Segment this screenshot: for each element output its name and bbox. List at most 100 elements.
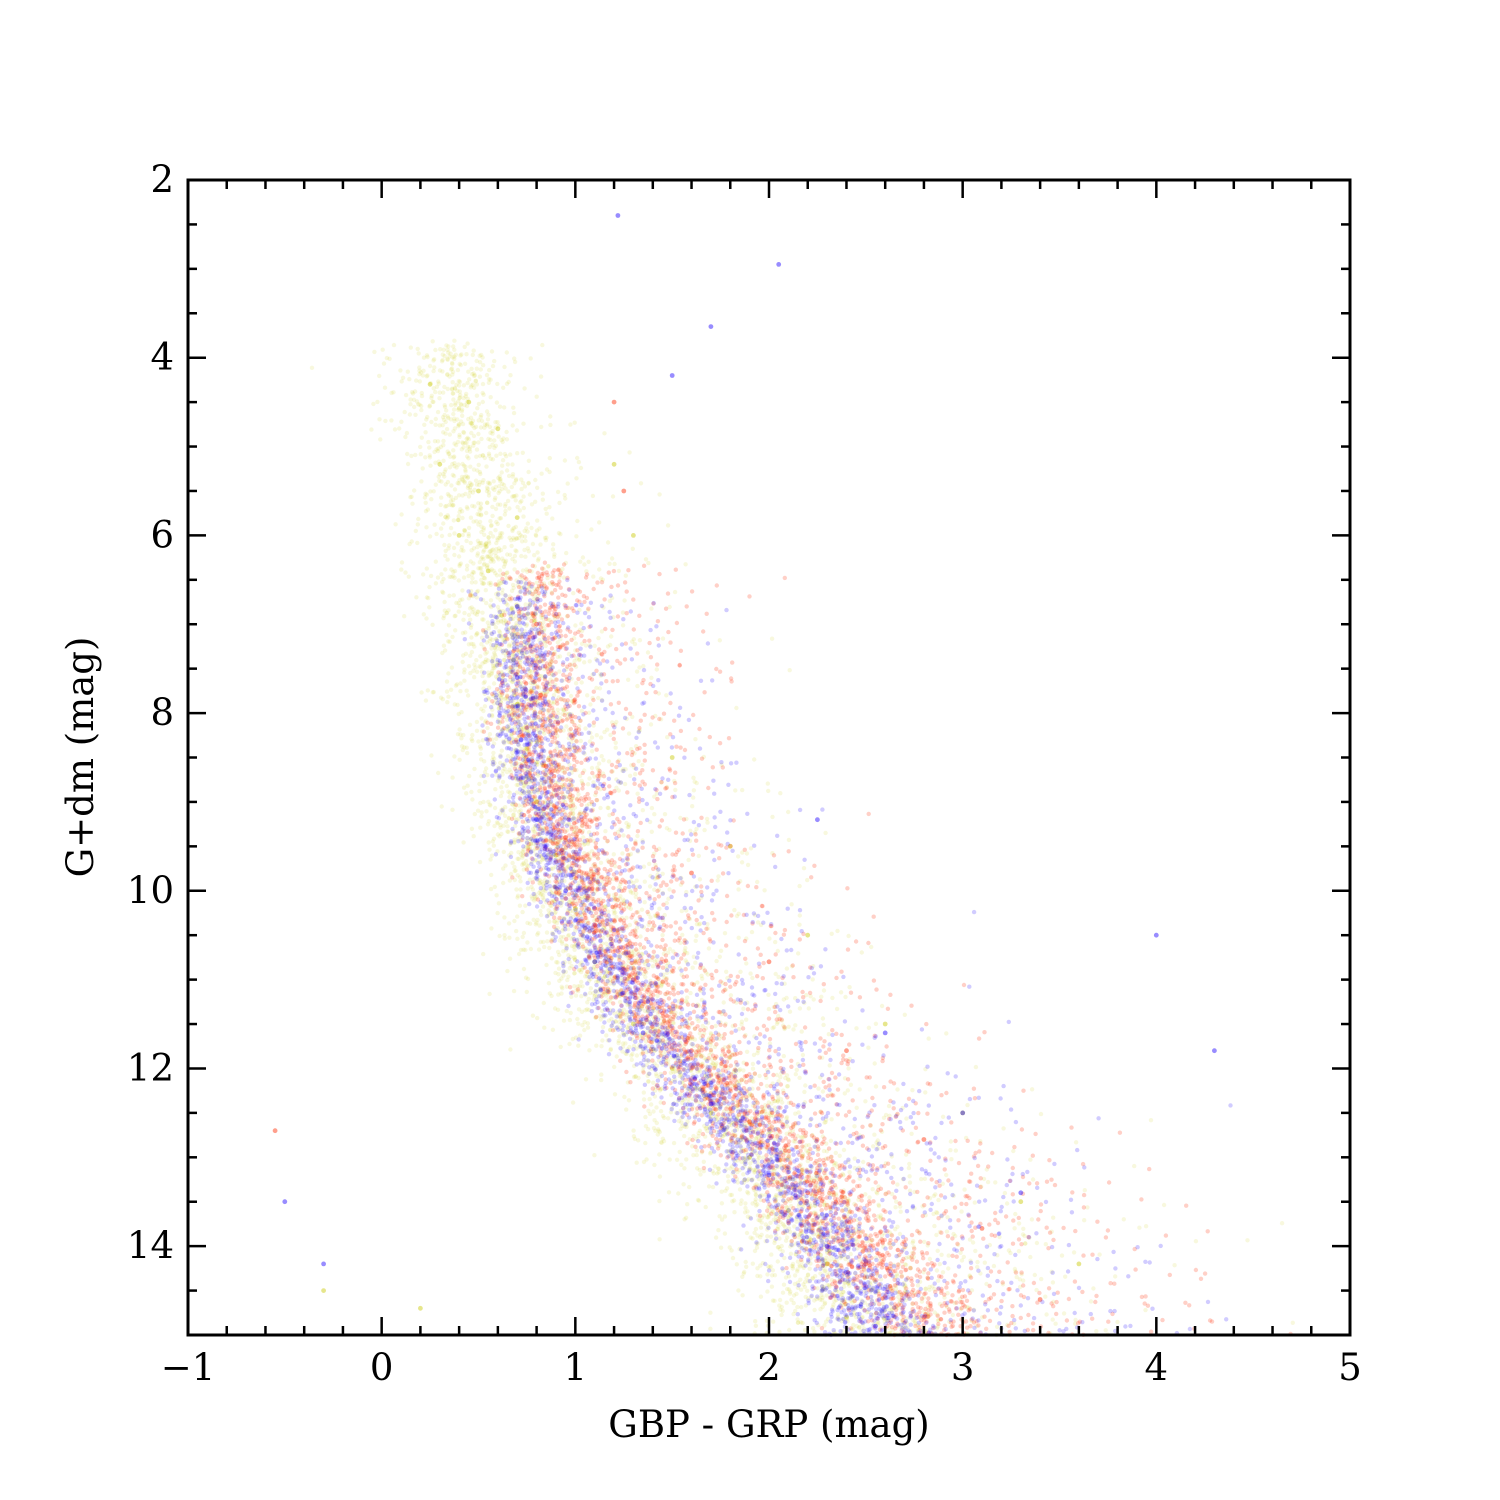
scatter-point — [966, 1305, 971, 1310]
scatter-point — [1290, 1320, 1296, 1326]
scatter-point — [520, 450, 525, 455]
scatter-point — [546, 682, 551, 687]
scatter-point — [460, 440, 465, 445]
scatter-point — [559, 984, 564, 989]
scatter-point — [514, 790, 520, 795]
scatter-point — [826, 1032, 831, 1037]
scatter-point — [427, 363, 433, 369]
scatter-point — [875, 1191, 880, 1196]
scatter-point — [532, 876, 537, 881]
scatter-point — [549, 956, 554, 961]
scatter-point — [433, 422, 438, 427]
scatter-point — [764, 1083, 770, 1089]
scatter-point — [499, 470, 504, 475]
scatter-point — [550, 516, 555, 521]
scatter-point — [443, 514, 448, 520]
scatter-point — [643, 1114, 648, 1120]
scatter-point — [502, 405, 507, 410]
scatter-point — [697, 877, 703, 882]
scatter-point — [407, 377, 412, 382]
scatter-point — [539, 857, 545, 863]
scatter-point — [450, 775, 455, 780]
scatter-point — [437, 423, 442, 428]
scatter-point — [570, 1036, 575, 1042]
scatter-point — [621, 833, 626, 838]
scatter-point — [411, 397, 417, 402]
scatter-point — [510, 423, 515, 428]
scatter-point — [724, 969, 729, 974]
scatter-point — [479, 529, 484, 535]
scatter-point — [573, 623, 578, 628]
scatter-point — [737, 1101, 742, 1106]
scatter-point — [413, 528, 418, 534]
scatter-point — [1002, 1190, 1008, 1196]
scatter-point — [551, 701, 556, 706]
scatter-point — [521, 689, 526, 695]
scatter-point — [620, 851, 625, 856]
scatter-point — [475, 553, 480, 558]
scatter-point — [812, 1298, 817, 1303]
scatter-point — [460, 588, 465, 593]
scatter-point — [616, 788, 621, 793]
scatter-point — [697, 1167, 702, 1173]
scatter-point — [441, 521, 446, 526]
scatter-point — [690, 804, 695, 809]
scatter-point — [475, 588, 481, 594]
scatter-point — [795, 1304, 800, 1310]
scatter-point — [466, 612, 472, 618]
scatter-point — [605, 727, 610, 732]
scatter-point — [1121, 1217, 1127, 1222]
scatter-point — [421, 368, 426, 373]
scatter-point — [504, 468, 510, 473]
scatter-point — [424, 492, 429, 497]
scatter-point — [603, 829, 608, 834]
scatter-point — [844, 1205, 849, 1210]
scatter-point — [573, 862, 578, 867]
scatter-point — [471, 546, 477, 551]
scatter-point — [458, 507, 463, 512]
scatter-point — [608, 1046, 614, 1052]
scatter-point — [1028, 1254, 1033, 1260]
scatter-point — [518, 879, 523, 884]
scatter-point — [932, 1223, 937, 1229]
scatter-point — [507, 767, 512, 772]
scatter-point — [599, 1072, 604, 1077]
scatter-point — [438, 347, 443, 352]
scatter-point — [457, 383, 462, 388]
scatter-point — [906, 1296, 911, 1301]
scatter-point — [910, 1240, 915, 1246]
points-layer — [272, 213, 1296, 1338]
scatter-point — [602, 431, 607, 436]
scatter-point — [448, 494, 454, 499]
scatter-point — [485, 480, 491, 485]
scatter-point — [676, 1191, 681, 1196]
scatter-point — [946, 1266, 951, 1271]
scatter-point — [622, 598, 627, 603]
scatter-point — [572, 420, 577, 425]
scatter-point — [775, 1259, 780, 1264]
scatter-point — [641, 1021, 646, 1026]
scatter-point — [646, 1079, 651, 1084]
scatter-point — [423, 500, 428, 505]
scatter-point — [816, 1086, 821, 1091]
scatter-point — [597, 520, 602, 525]
scatter-point — [405, 369, 410, 374]
scatter-point — [821, 988, 827, 993]
scatter-point — [439, 479, 444, 484]
scatter-point — [421, 355, 427, 360]
scatter-point — [483, 542, 488, 547]
scatter-point — [984, 1167, 989, 1172]
scatter-point — [694, 1152, 699, 1158]
scatter-point — [451, 448, 456, 453]
scatter-point — [635, 791, 640, 796]
scatter-point — [600, 1024, 606, 1030]
scatter-point — [852, 1124, 857, 1129]
scatter-point — [479, 436, 484, 442]
scatter-point — [579, 680, 584, 685]
scatter-point — [482, 769, 488, 775]
scatter-point — [555, 640, 560, 645]
scatter-point — [481, 581, 486, 586]
scatter-point — [441, 643, 447, 648]
scatter-point — [451, 518, 456, 523]
scatter-point — [441, 438, 446, 444]
